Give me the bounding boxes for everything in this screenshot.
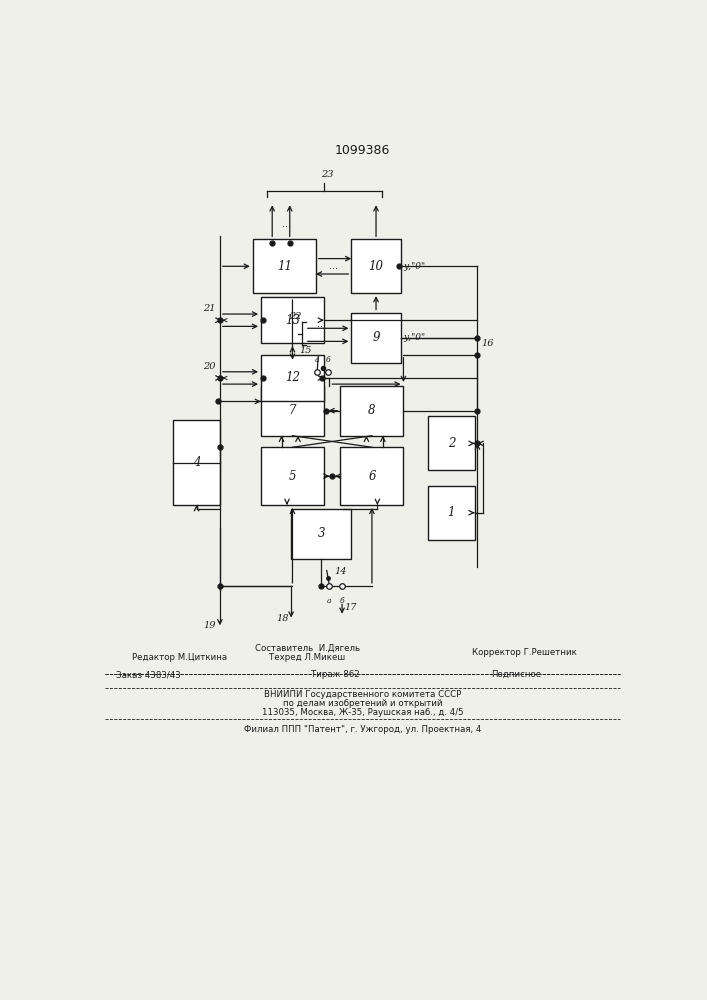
Bar — [173, 420, 220, 505]
Text: 2: 2 — [448, 437, 455, 450]
Text: 22: 22 — [289, 312, 302, 321]
Text: Составитель  И.Дягель: Составитель И.Дягель — [255, 644, 360, 653]
Text: 12: 12 — [285, 371, 300, 384]
Text: Редактор М.Циткина: Редактор М.Циткина — [132, 653, 228, 662]
Text: 23: 23 — [320, 170, 333, 179]
Text: 1: 1 — [448, 506, 455, 519]
Bar — [261, 297, 324, 343]
Text: у,"0": у,"0" — [404, 333, 426, 342]
Text: a: a — [315, 356, 320, 364]
Bar — [261, 355, 324, 401]
Bar — [341, 386, 404, 436]
Text: Тираж 862: Тираж 862 — [310, 670, 359, 679]
Text: 14: 14 — [334, 567, 346, 576]
Text: 19: 19 — [203, 621, 216, 630]
Text: Техред Л.Микеш: Техред Л.Микеш — [269, 653, 346, 662]
Bar — [261, 447, 324, 505]
Text: 6: 6 — [368, 470, 375, 483]
Text: б: б — [340, 597, 344, 605]
Text: ...: ... — [329, 261, 338, 271]
Bar — [428, 486, 474, 540]
Text: 16: 16 — [481, 339, 494, 348]
Text: Заказ 4383/43: Заказ 4383/43 — [116, 670, 180, 679]
Text: 4: 4 — [193, 456, 200, 469]
Text: 7: 7 — [288, 404, 296, 417]
Text: 113035, Москва, Ж-35, Раушская наб., д. 4/5: 113035, Москва, Ж-35, Раушская наб., д. … — [262, 708, 463, 717]
Text: 8: 8 — [368, 404, 375, 417]
Text: 3: 3 — [317, 527, 325, 540]
Text: у,"0": у,"0" — [404, 262, 426, 271]
Bar — [351, 312, 401, 363]
Bar — [341, 447, 404, 505]
Text: Филиал ППП "Патент", г. Ужгород, ул. Проектная, 4: Филиал ППП "Патент", г. Ужгород, ул. Про… — [244, 725, 481, 734]
Bar — [428, 416, 474, 470]
Bar — [291, 509, 351, 559]
Text: по делам изобретений и открытий: по делам изобретений и открытий — [283, 699, 442, 708]
Text: Корректор Г.Решетник: Корректор Г.Решетник — [472, 648, 577, 657]
Text: 20: 20 — [204, 362, 216, 371]
Text: 5: 5 — [288, 470, 296, 483]
Text: б: б — [326, 356, 330, 364]
Text: ...: ... — [282, 219, 291, 229]
Bar — [261, 386, 324, 436]
Text: 17: 17 — [345, 603, 357, 612]
Text: 11: 11 — [276, 260, 292, 273]
Bar — [351, 239, 401, 293]
Text: ...: ... — [317, 319, 326, 329]
Text: 13: 13 — [285, 314, 300, 327]
Text: Подписное: Подписное — [491, 670, 541, 679]
Text: a: a — [327, 597, 332, 605]
Text: 1099386: 1099386 — [334, 144, 390, 157]
Text: 15: 15 — [299, 346, 312, 355]
Text: 9: 9 — [373, 331, 380, 344]
Text: 10: 10 — [368, 260, 383, 273]
Text: ВНИИПИ Государственного комитета СССР: ВНИИПИ Государственного комитета СССР — [264, 690, 461, 699]
Text: 18: 18 — [276, 614, 288, 623]
Bar — [253, 239, 316, 293]
Text: 21: 21 — [204, 304, 216, 313]
